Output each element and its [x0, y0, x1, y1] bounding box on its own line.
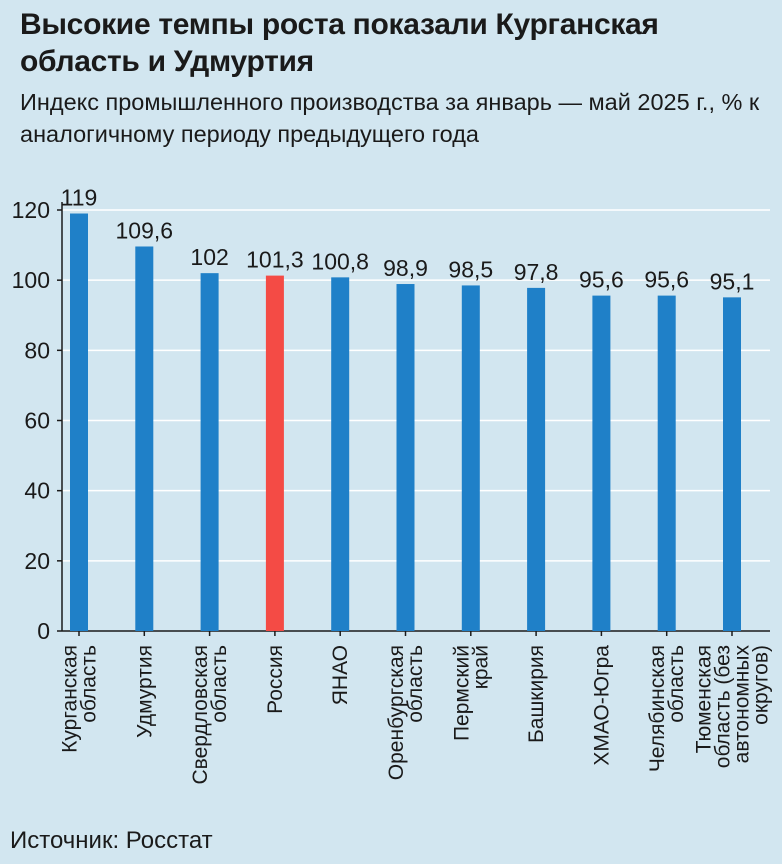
category-label: Челябинская	[646, 645, 669, 772]
category-label: Пермский	[450, 645, 473, 741]
bar	[657, 295, 676, 631]
category-label: Тюменская	[693, 645, 716, 753]
category-label: край	[469, 645, 492, 689]
category-label: область	[404, 645, 427, 723]
y-axis: 0 20 40 60 80 100 120	[12, 197, 770, 644]
bar	[396, 284, 415, 631]
category-label: ЯНАО	[329, 645, 352, 705]
bars	[70, 213, 741, 631]
category-label: область	[665, 645, 688, 723]
y-tick-label: 80	[24, 337, 50, 363]
category-label: область	[78, 645, 101, 723]
bar	[135, 246, 154, 631]
y-tick-label: 0	[37, 618, 50, 644]
gridlines	[62, 209, 770, 562]
bar	[265, 275, 284, 631]
bar	[527, 287, 546, 631]
category-label: автономных	[731, 645, 754, 764]
category-label: область (без	[712, 645, 735, 768]
source-note: Источник: Росстат	[10, 827, 213, 854]
value-label: 119	[61, 185, 98, 211]
y-tick-label: 40	[24, 478, 50, 504]
value-labels: 119 109,6 102 101,3 100,8 98,9 98,5 97,8 95,6 95,…	[61, 185, 755, 295]
value-label: 98,5	[448, 256, 493, 282]
category-label: Оренбургская	[385, 645, 408, 780]
category-label: Свердловская	[189, 645, 212, 785]
y-tick-label: 20	[24, 548, 50, 574]
category-label: Россия	[264, 645, 287, 714]
category-label: Удмуртия	[133, 645, 156, 738]
bar	[331, 277, 350, 631]
value-label: 95,6	[644, 267, 689, 293]
chart-title: Высокие темпы роста показали Курганская …	[20, 8, 659, 78]
value-label: 98,9	[383, 255, 428, 281]
value-label: 109,6	[116, 217, 174, 243]
category-label: ХМАО-Югра	[590, 645, 613, 766]
bar	[461, 285, 480, 631]
y-tick-label: 100	[12, 267, 50, 293]
value-label: 102	[190, 244, 228, 270]
value-label: 101,3	[246, 247, 304, 273]
category-label: Башкирия	[525, 645, 548, 743]
bar	[723, 297, 741, 631]
value-label: 97,8	[514, 259, 559, 285]
value-label: 95,6	[579, 267, 624, 293]
y-tick-label: 60	[24, 408, 50, 434]
chart-subtitle: Индекс промышленного производства за янв…	[20, 89, 760, 147]
value-label: 95,1	[710, 268, 755, 294]
bar	[70, 213, 88, 631]
category-label: область	[208, 645, 231, 723]
y-tick-label: 120	[12, 197, 50, 223]
category-label: округов)	[750, 645, 773, 725]
value-label: 100,8	[311, 248, 369, 274]
bar	[592, 295, 611, 631]
category-label: Курганская	[59, 645, 82, 753]
bar	[200, 273, 219, 631]
